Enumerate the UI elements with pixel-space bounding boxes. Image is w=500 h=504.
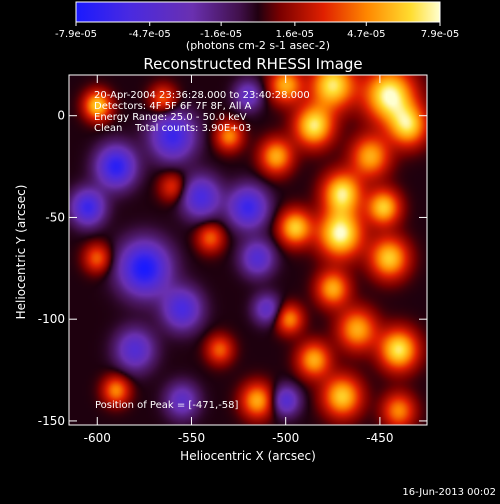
plot-frame — [68, 74, 428, 426]
x-axis: -600 -550 -500 -450 — [84, 75, 394, 445]
colorbar-tick-label: -7.9e-05 — [55, 29, 97, 40]
y-tick-label: -150 — [38, 414, 65, 428]
y-axis: 0 -50 -100 -150 — [38, 109, 427, 428]
colorbar-ticks: -7.9e-05 -4.7e-05 -1.6e-05 1.6e-05 4.7e-05 7.… — [55, 22, 459, 40]
colorbar-gradient — [75, 1, 441, 23]
y-tick-label: 0 — [57, 109, 65, 123]
colorbar-tick-label: 1.6e-05 — [276, 29, 314, 40]
colorbar-tick-label: 4.7e-05 — [347, 29, 385, 40]
info-line-time: 20-Apr-2004 23:36:28.000 to 23:40:28.000 — [94, 90, 310, 101]
colorbar-tick-label: -1.6e-05 — [200, 29, 242, 40]
footer-date: 16-Jun-2013 00:02 — [402, 487, 496, 498]
info-text: 20-Apr-2004 23:36:28.000 to 23:40:28.000… — [94, 90, 310, 134]
info-line-detectors: Detectors: 4F 5F 6F 7F 8F, All A — [94, 101, 252, 112]
heatmap-area — [68, 74, 428, 426]
colorbar-tick-label: 7.9e-05 — [421, 29, 459, 40]
chart-title: Reconstructed RHESSI Image — [143, 55, 362, 73]
y-tick-label: -100 — [38, 312, 65, 326]
x-tick-label: -600 — [84, 431, 111, 445]
x-axis-label: Heliocentric X (arcsec) — [180, 449, 316, 463]
info-line-energy: Energy Range: 25.0 - 50.0 keV — [94, 112, 247, 123]
x-tick-label: -550 — [178, 431, 205, 445]
colorbar-units-label: (photons cm-2 s-1 asec-2) — [186, 39, 330, 52]
heatmap-image — [69, 75, 427, 425]
colorbar-tick-label: -4.7e-05 — [129, 29, 171, 40]
info-line-clean: Clean Total counts: 3.90E+03 — [94, 123, 251, 134]
x-tick-label: -500 — [272, 431, 299, 445]
x-tick-label: -450 — [366, 431, 393, 445]
y-axis-label: Heliocentric Y (arcsec) — [14, 185, 28, 320]
colorbar: -7.9e-05 -4.7e-05 -1.6e-05 1.6e-05 4.7e-05 7.… — [55, 1, 459, 52]
y-tick-label: -50 — [45, 210, 65, 224]
peak-position-text: Position of Peak = [-471,-58] — [95, 400, 239, 411]
